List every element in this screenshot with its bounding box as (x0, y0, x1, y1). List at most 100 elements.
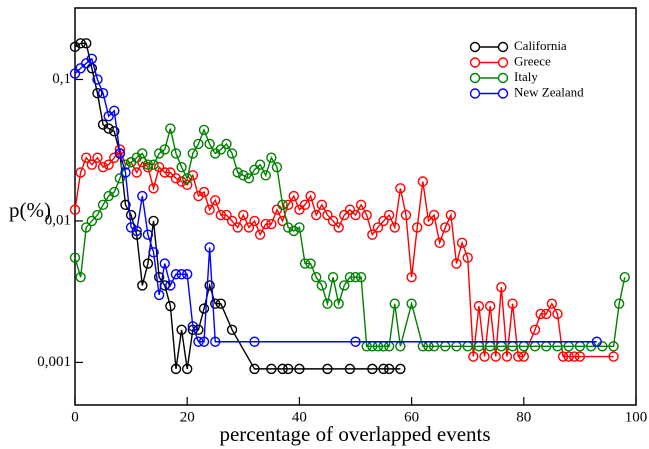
data-point (142, 159, 154, 170)
data-point (406, 298, 417, 309)
data-point (518, 351, 529, 362)
plot-frame (74, 7, 637, 406)
y-axis-label: p(%) (9, 198, 51, 222)
data-point (395, 363, 406, 375)
data-point (142, 229, 154, 240)
data-point (215, 209, 227, 221)
data-point (277, 199, 288, 211)
data-point (395, 183, 406, 194)
data-point (176, 161, 187, 173)
data-point (591, 336, 602, 347)
data-point (451, 258, 462, 269)
data-point (75, 38, 86, 49)
data-point (389, 298, 400, 309)
data-point (176, 269, 187, 280)
data-point (249, 164, 260, 175)
data-point (355, 272, 367, 283)
data-point (120, 167, 131, 178)
data-point (608, 351, 619, 362)
data-point (120, 199, 131, 211)
data-point (114, 148, 126, 159)
legend-marker (469, 72, 481, 84)
data-point (92, 152, 103, 163)
data-point (456, 237, 468, 249)
x-tick-label: 60 (404, 409, 419, 425)
data-point (383, 363, 395, 375)
legend-marker (497, 41, 509, 53)
data-point (440, 222, 451, 233)
data-point (198, 336, 210, 347)
data-point (170, 363, 182, 375)
data-point (187, 148, 199, 159)
data-point (103, 110, 114, 122)
data-point (339, 280, 350, 291)
data-point (327, 272, 339, 283)
data-point (159, 144, 170, 155)
data-point (137, 280, 148, 291)
data-point (569, 351, 580, 362)
data-point (210, 336, 221, 347)
data-point (552, 308, 563, 320)
data-point (260, 218, 271, 230)
data-point (333, 222, 344, 233)
data-point (69, 68, 81, 79)
data-point (131, 167, 142, 178)
legend-marker (469, 88, 481, 99)
data-point (288, 225, 299, 237)
legend-marker (497, 88, 509, 99)
data-point (243, 222, 255, 233)
data-point (277, 363, 288, 375)
series-line (74, 128, 626, 347)
data-point (69, 41, 81, 53)
data-point (282, 363, 294, 375)
data-point (344, 204, 356, 215)
data-point (165, 300, 176, 312)
x-tick-label: 20 (180, 409, 195, 425)
data-point (170, 148, 182, 159)
data-point (339, 209, 350, 221)
x-tick-label: 100 (625, 409, 648, 425)
data-point (69, 204, 81, 215)
data-point (316, 280, 328, 291)
data-point (249, 215, 260, 227)
data-point (294, 363, 305, 375)
data-point (193, 138, 204, 150)
data-point (473, 300, 485, 312)
data-point (69, 252, 81, 263)
y-tick-label: 0,1 (52, 71, 71, 87)
data-point (322, 363, 333, 375)
data-point (226, 148, 238, 159)
data-point (378, 363, 389, 375)
series-line (74, 57, 597, 343)
data-point (232, 222, 243, 233)
data-point (215, 144, 227, 155)
data-point (204, 242, 215, 253)
data-point (159, 258, 170, 269)
data-point (210, 195, 221, 206)
data-point (350, 336, 361, 347)
data-point (204, 204, 215, 215)
data-point (479, 351, 490, 362)
data-point (412, 222, 423, 233)
data-point (266, 218, 277, 230)
data-point (417, 176, 429, 187)
data-point (159, 167, 170, 178)
data-point (249, 336, 260, 347)
data-point (507, 298, 518, 309)
data-point (181, 269, 193, 280)
legend-label: Italy (514, 69, 538, 84)
legend-marker (497, 57, 509, 68)
data-point (333, 298, 344, 309)
data-point (541, 308, 552, 320)
data-point (613, 298, 625, 309)
data-point (355, 199, 367, 211)
legend-label: New Zealand (514, 84, 584, 99)
data-point (266, 152, 277, 163)
data-point (501, 351, 513, 362)
data-point (484, 300, 496, 312)
data-point (344, 363, 356, 375)
data-point (512, 351, 524, 362)
data-point (406, 272, 417, 283)
data-point (210, 298, 221, 309)
data-point (383, 209, 395, 221)
